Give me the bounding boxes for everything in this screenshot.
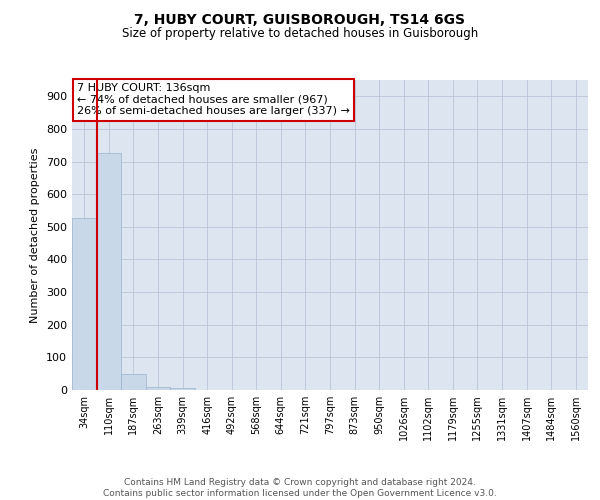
Y-axis label: Number of detached properties: Number of detached properties xyxy=(31,148,40,322)
Bar xyxy=(97,153,121,390)
Text: Size of property relative to detached houses in Guisborough: Size of property relative to detached ho… xyxy=(122,28,478,40)
Bar xyxy=(170,388,195,390)
Text: Contains HM Land Registry data © Crown copyright and database right 2024.
Contai: Contains HM Land Registry data © Crown c… xyxy=(103,478,497,498)
Bar xyxy=(72,218,97,390)
Bar xyxy=(146,386,170,390)
Text: 7 HUBY COURT: 136sqm
← 74% of detached houses are smaller (967)
26% of semi-deta: 7 HUBY COURT: 136sqm ← 74% of detached h… xyxy=(77,83,350,116)
Text: 7, HUBY COURT, GUISBOROUGH, TS14 6GS: 7, HUBY COURT, GUISBOROUGH, TS14 6GS xyxy=(134,12,466,26)
Bar xyxy=(121,374,146,390)
